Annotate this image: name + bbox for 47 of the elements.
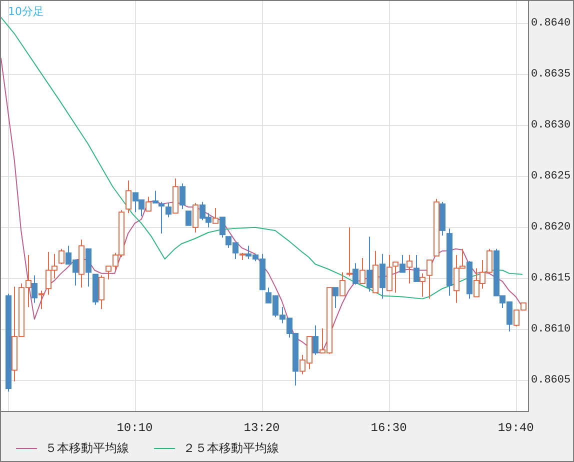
candlestick [386,254,392,292]
x-tick-label: 19:40 [498,421,534,435]
x-tick-label: 13:20 [244,421,280,435]
candlestick [98,274,104,310]
candlestick [340,272,346,296]
candlestick [414,254,420,282]
candlestick [152,190,158,204]
x-tick-label: 10:10 [116,421,153,435]
legend-label: ５本移動平均線 [45,441,129,455]
candlestick [220,216,226,238]
candlestick [392,262,398,294]
candlestick [426,260,432,300]
candlestick [380,253,386,300]
candlestick [158,201,164,234]
y-tick-label: 0.8630 [531,119,571,132]
chart-title: 10分足 [8,5,44,18]
y-tick-label: 0.8640 [531,17,571,30]
candlestick [86,248,92,288]
candlestick [360,258,366,284]
candlestick [420,272,426,298]
line-series [1,58,524,354]
y-tick-label: 0.8620 [531,221,571,234]
candlestick [38,290,44,310]
candlestick [400,254,406,273]
candlestick [406,254,412,284]
y-tick-label: 0.8615 [531,272,571,284]
candlestick [352,262,358,286]
candlestick [186,210,192,226]
y-tick-label: 0.8625 [531,170,571,182]
candlestick [312,324,318,356]
candlestick [146,196,152,212]
candlestick [192,202,198,234]
candlestick [166,202,172,218]
x-tick-label: 16:30 [370,421,407,435]
candlestick [180,183,186,210]
y-tick-label: 0.8635 [531,68,571,80]
y-tick-label: 0.8605 [531,374,571,386]
y-tick-label: 0.8610 [531,323,571,336]
line-series [1,16,524,300]
candlestick [366,236,372,292]
candlestick [32,274,38,304]
candlestick [126,180,132,214]
candlestick [332,287,338,308]
candlestick [58,248,64,265]
candlestick [346,226,352,277]
legend-label: ２５本移動平均線 [183,441,279,455]
candlestick [212,208,218,224]
